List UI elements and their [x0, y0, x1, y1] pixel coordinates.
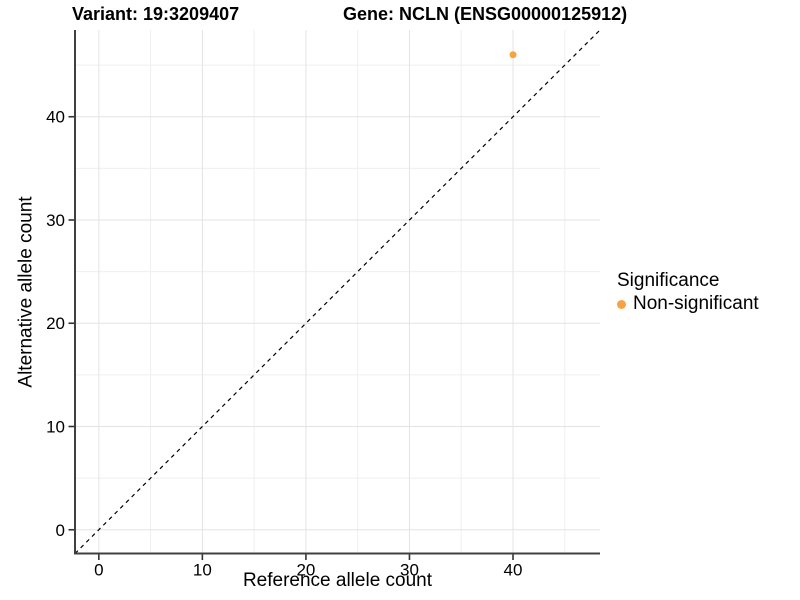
x-tick-label: 30	[400, 561, 419, 580]
x-tick-label: 40	[504, 561, 523, 580]
y-axis-title-text: Alternative allele count	[16, 196, 38, 388]
data-point	[509, 51, 517, 59]
y-tick-label: 0	[56, 521, 65, 540]
legend-item-non-significant: Non-significant	[617, 293, 759, 315]
y-tick-label: 30	[46, 211, 65, 230]
x-axis-title: Reference allele count	[242, 570, 433, 591]
x-tick-label: 20	[296, 561, 315, 580]
legend-title: Significance	[617, 270, 720, 291]
y-tick-label: 40	[46, 108, 65, 127]
identity-line	[74, 29, 601, 554]
plot-title-variant: Variant: 19:3209407	[72, 4, 240, 24]
legend-dot-icon	[617, 299, 626, 309]
y-axis-title: Alternative allele count	[0, 30, 54, 554]
y-tick-label: 20	[46, 314, 65, 333]
legend: Significance Non-significant	[617, 270, 759, 315]
x-tick-label: 0	[94, 561, 103, 580]
legend-item-label: Non-significant	[633, 293, 759, 314]
plot-title-gene: Gene: NCLN (ENSG00000125912)	[343, 4, 628, 24]
x-tick-label: 10	[193, 561, 212, 580]
y-tick-label: 10	[46, 417, 65, 436]
